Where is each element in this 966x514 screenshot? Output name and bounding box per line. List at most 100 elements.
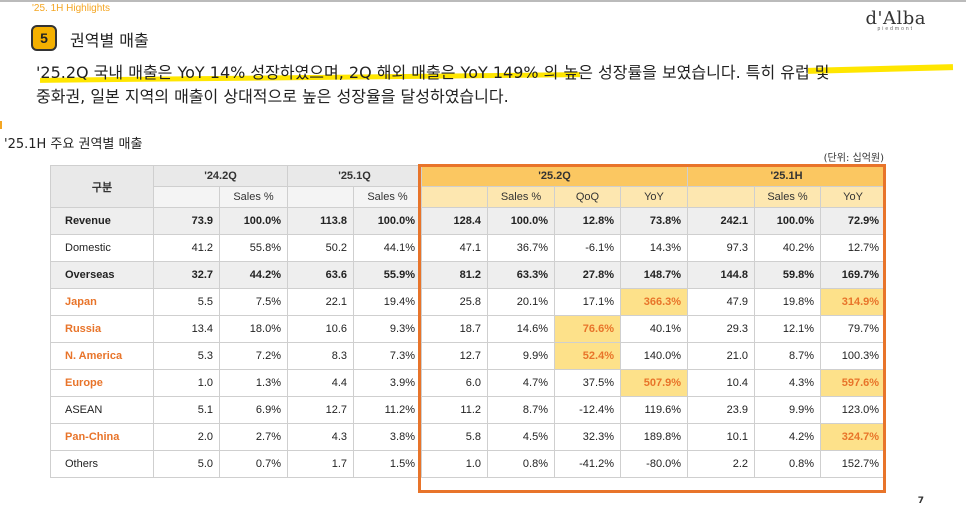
table-cell: 23.9 <box>687 396 756 424</box>
table-cell: 12.1% <box>754 315 822 343</box>
table-cell: 18.0% <box>219 315 288 343</box>
table-cell: 8.7% <box>487 396 555 424</box>
table-cell: 314.9% <box>820 288 887 316</box>
table-cell: 32.7 <box>153 261 220 289</box>
table-cell: -6.1% <box>554 234 621 262</box>
table-cell: 12.8% <box>554 207 621 235</box>
unit-label: (단위: 십억원) <box>823 153 884 164</box>
table-cell: 76.6% <box>554 315 621 343</box>
accent-tick <box>0 121 2 129</box>
section-title: 권역별 매출 <box>70 31 149 50</box>
section-number-badge: 5 <box>31 25 57 51</box>
table-cell: 8.7% <box>754 342 822 370</box>
table-cell: 0.8% <box>487 450 555 478</box>
table-cell: 17.1% <box>554 288 621 316</box>
table-cell: 41.2 <box>153 234 220 262</box>
table-cell: 144.8 <box>687 261 756 289</box>
table-cell: 14.6% <box>487 315 555 343</box>
table-cell: 32.3% <box>554 423 621 451</box>
table-cell: 152.7% <box>820 450 887 478</box>
table-row: Japan 5.5 7.5% 22.1 19.4% 25.8 20.1% 17.1% 366.3… <box>50 288 887 316</box>
corner-header: 구분 <box>50 165 154 208</box>
table-cell: 20.1% <box>487 288 555 316</box>
table-cell: 40.1% <box>619 315 689 343</box>
table-cell: -41.2% <box>554 450 621 478</box>
table-cell: 8.3 <box>287 342 354 370</box>
table-cell: 2.2 <box>687 450 756 478</box>
summary-line-2: 중화권, 일본 지역의 매출이 상대적으로 높은 성장율을 달성하였습니다. <box>36 87 509 106</box>
table-cell: 9.3% <box>353 315 422 343</box>
summary-paragraph: '25.2Q 국내 매출은 YoY 14% 성장하였으며, 2Q 해외 매출은 … <box>36 61 936 109</box>
table-cell: 7.2% <box>219 342 288 370</box>
table-header-row: 구분 '24.2Q '25.1Q '25.2Q '25.1H <box>50 165 887 208</box>
table-cell: 507.9% <box>619 369 689 397</box>
page-number: 7 <box>917 496 924 506</box>
table-cell: 44.2% <box>219 261 288 289</box>
logo-subtext: piedmont <box>877 26 915 32</box>
table-cell: 0.8% <box>754 450 822 478</box>
row-label: Overseas <box>50 261 154 289</box>
table-cell: 27.8% <box>554 261 621 289</box>
regional-sales-table: 구분 '24.2Q '25.1Q '25.2Q '25.1H Sales % S… <box>50 165 887 478</box>
table-cell: 5.1 <box>153 396 220 424</box>
row-label: Domestic <box>50 234 154 262</box>
table-cell: 11.2 <box>421 396 488 424</box>
table-cell: 12.7% <box>820 234 887 262</box>
table-cell: 1.0 <box>421 450 488 478</box>
table-cell: 29.3 <box>687 315 756 343</box>
table-cell: 72.9% <box>820 207 887 235</box>
summary-line-1: '25.2Q 국내 매출은 YoY 14% 성장하였으며, 2Q 해외 매출은 … <box>36 63 830 82</box>
table-cell: 10.1 <box>687 423 756 451</box>
table-cell: 4.3% <box>754 369 822 397</box>
row-label: Russia <box>50 315 154 343</box>
table-cell: 366.3% <box>619 288 689 316</box>
table-cell: 55.8% <box>219 234 288 262</box>
table-cell: 2.0 <box>153 423 220 451</box>
sub-header: YoY <box>619 186 689 208</box>
table-cell: 4.2% <box>754 423 822 451</box>
table-cell: 3.9% <box>353 369 422 397</box>
table-cell: 4.5% <box>487 423 555 451</box>
table-cell: 1.7 <box>287 450 354 478</box>
period-header: '25.1Q <box>287 165 422 187</box>
sub-header: YoY <box>820 186 887 208</box>
row-label: Japan <box>50 288 154 316</box>
table-cell: 123.0% <box>820 396 887 424</box>
table-cell: 9.9% <box>487 342 555 370</box>
row-label: ASEAN <box>50 396 154 424</box>
table-cell: 10.4 <box>687 369 756 397</box>
table-cell: 4.3 <box>287 423 354 451</box>
table-row: Europe 1.0 1.3% 4.4 3.9% 6.0 4.7% 37.5% 507.9% 10… <box>50 369 887 397</box>
table-cell: 59.8% <box>754 261 822 289</box>
table-cell: 52.4% <box>554 342 621 370</box>
table-cell: 14.3% <box>619 234 689 262</box>
table-cell: 19.8% <box>754 288 822 316</box>
table-cell: 169.7% <box>820 261 887 289</box>
table-cell: 18.7 <box>421 315 488 343</box>
table-cell: 148.7% <box>619 261 689 289</box>
row-label: Others <box>50 450 154 478</box>
table-cell: 3.8% <box>353 423 422 451</box>
table-cell: 119.6% <box>619 396 689 424</box>
table-cell: 1.3% <box>219 369 288 397</box>
table-cell: 597.6% <box>820 369 887 397</box>
table-row: Overseas 32.7 44.2% 63.6 55.9% 81.2 63.3% 27.8%… <box>50 261 887 289</box>
table-cell: 1.5% <box>353 450 422 478</box>
table-cell: 4.4 <box>287 369 354 397</box>
table-cell: 4.7% <box>487 369 555 397</box>
table-cell: 21.0 <box>687 342 756 370</box>
table-cell: 13.4 <box>153 315 220 343</box>
sub-header: Sales % <box>487 186 555 208</box>
table-cell: 12.7 <box>287 396 354 424</box>
table-cell: 63.6 <box>287 261 354 289</box>
table-row: ASEAN 5.1 6.9% 12.7 11.2% 11.2 8.7% -12.4% 119.6… <box>50 396 887 424</box>
table-cell: 47.9 <box>687 288 756 316</box>
sub-header: Sales % <box>353 186 422 208</box>
table-cell: 25.8 <box>421 288 488 316</box>
table-cell: 63.3% <box>487 261 555 289</box>
table-cell: 6.9% <box>219 396 288 424</box>
table-cell: 113.8 <box>287 207 354 235</box>
table-cell: 189.8% <box>619 423 689 451</box>
period-header: '25.1H <box>687 165 887 187</box>
table-cell: 47.1 <box>421 234 488 262</box>
